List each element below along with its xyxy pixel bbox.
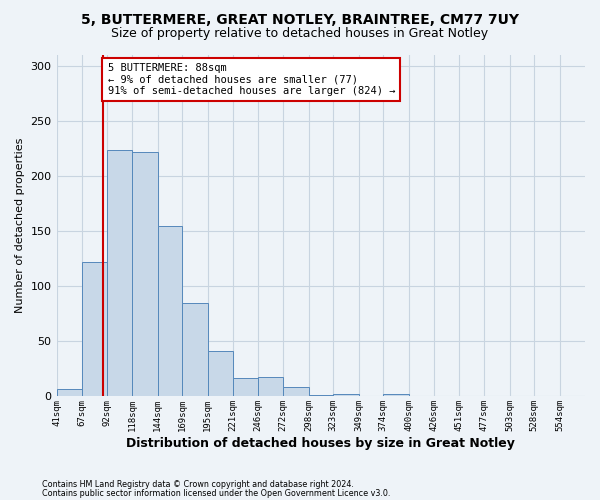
- Text: 5 BUTTERMERE: 88sqm
← 9% of detached houses are smaller (77)
91% of semi-detache: 5 BUTTERMERE: 88sqm ← 9% of detached hou…: [107, 62, 395, 96]
- Bar: [208, 352, 233, 397]
- Bar: [132, 152, 158, 396]
- Bar: [182, 303, 208, 396]
- Bar: [257, 376, 283, 396]
- Bar: [158, 226, 182, 396]
- X-axis label: Distribution of detached houses by size in Great Notley: Distribution of detached houses by size …: [127, 437, 515, 450]
- Bar: [107, 150, 132, 396]
- Y-axis label: Number of detached properties: Number of detached properties: [15, 138, 25, 314]
- Bar: [233, 378, 257, 396]
- Bar: [82, 262, 107, 396]
- Text: Contains HM Land Registry data © Crown copyright and database right 2024.: Contains HM Land Registry data © Crown c…: [42, 480, 354, 489]
- Bar: [333, 394, 359, 396]
- Text: 5, BUTTERMERE, GREAT NOTLEY, BRAINTREE, CM77 7UY: 5, BUTTERMERE, GREAT NOTLEY, BRAINTREE, …: [81, 12, 519, 26]
- Text: Contains public sector information licensed under the Open Government Licence v3: Contains public sector information licen…: [42, 490, 391, 498]
- Bar: [283, 386, 308, 396]
- Bar: [383, 394, 409, 396]
- Bar: [56, 388, 82, 396]
- Text: Size of property relative to detached houses in Great Notley: Size of property relative to detached ho…: [112, 28, 488, 40]
